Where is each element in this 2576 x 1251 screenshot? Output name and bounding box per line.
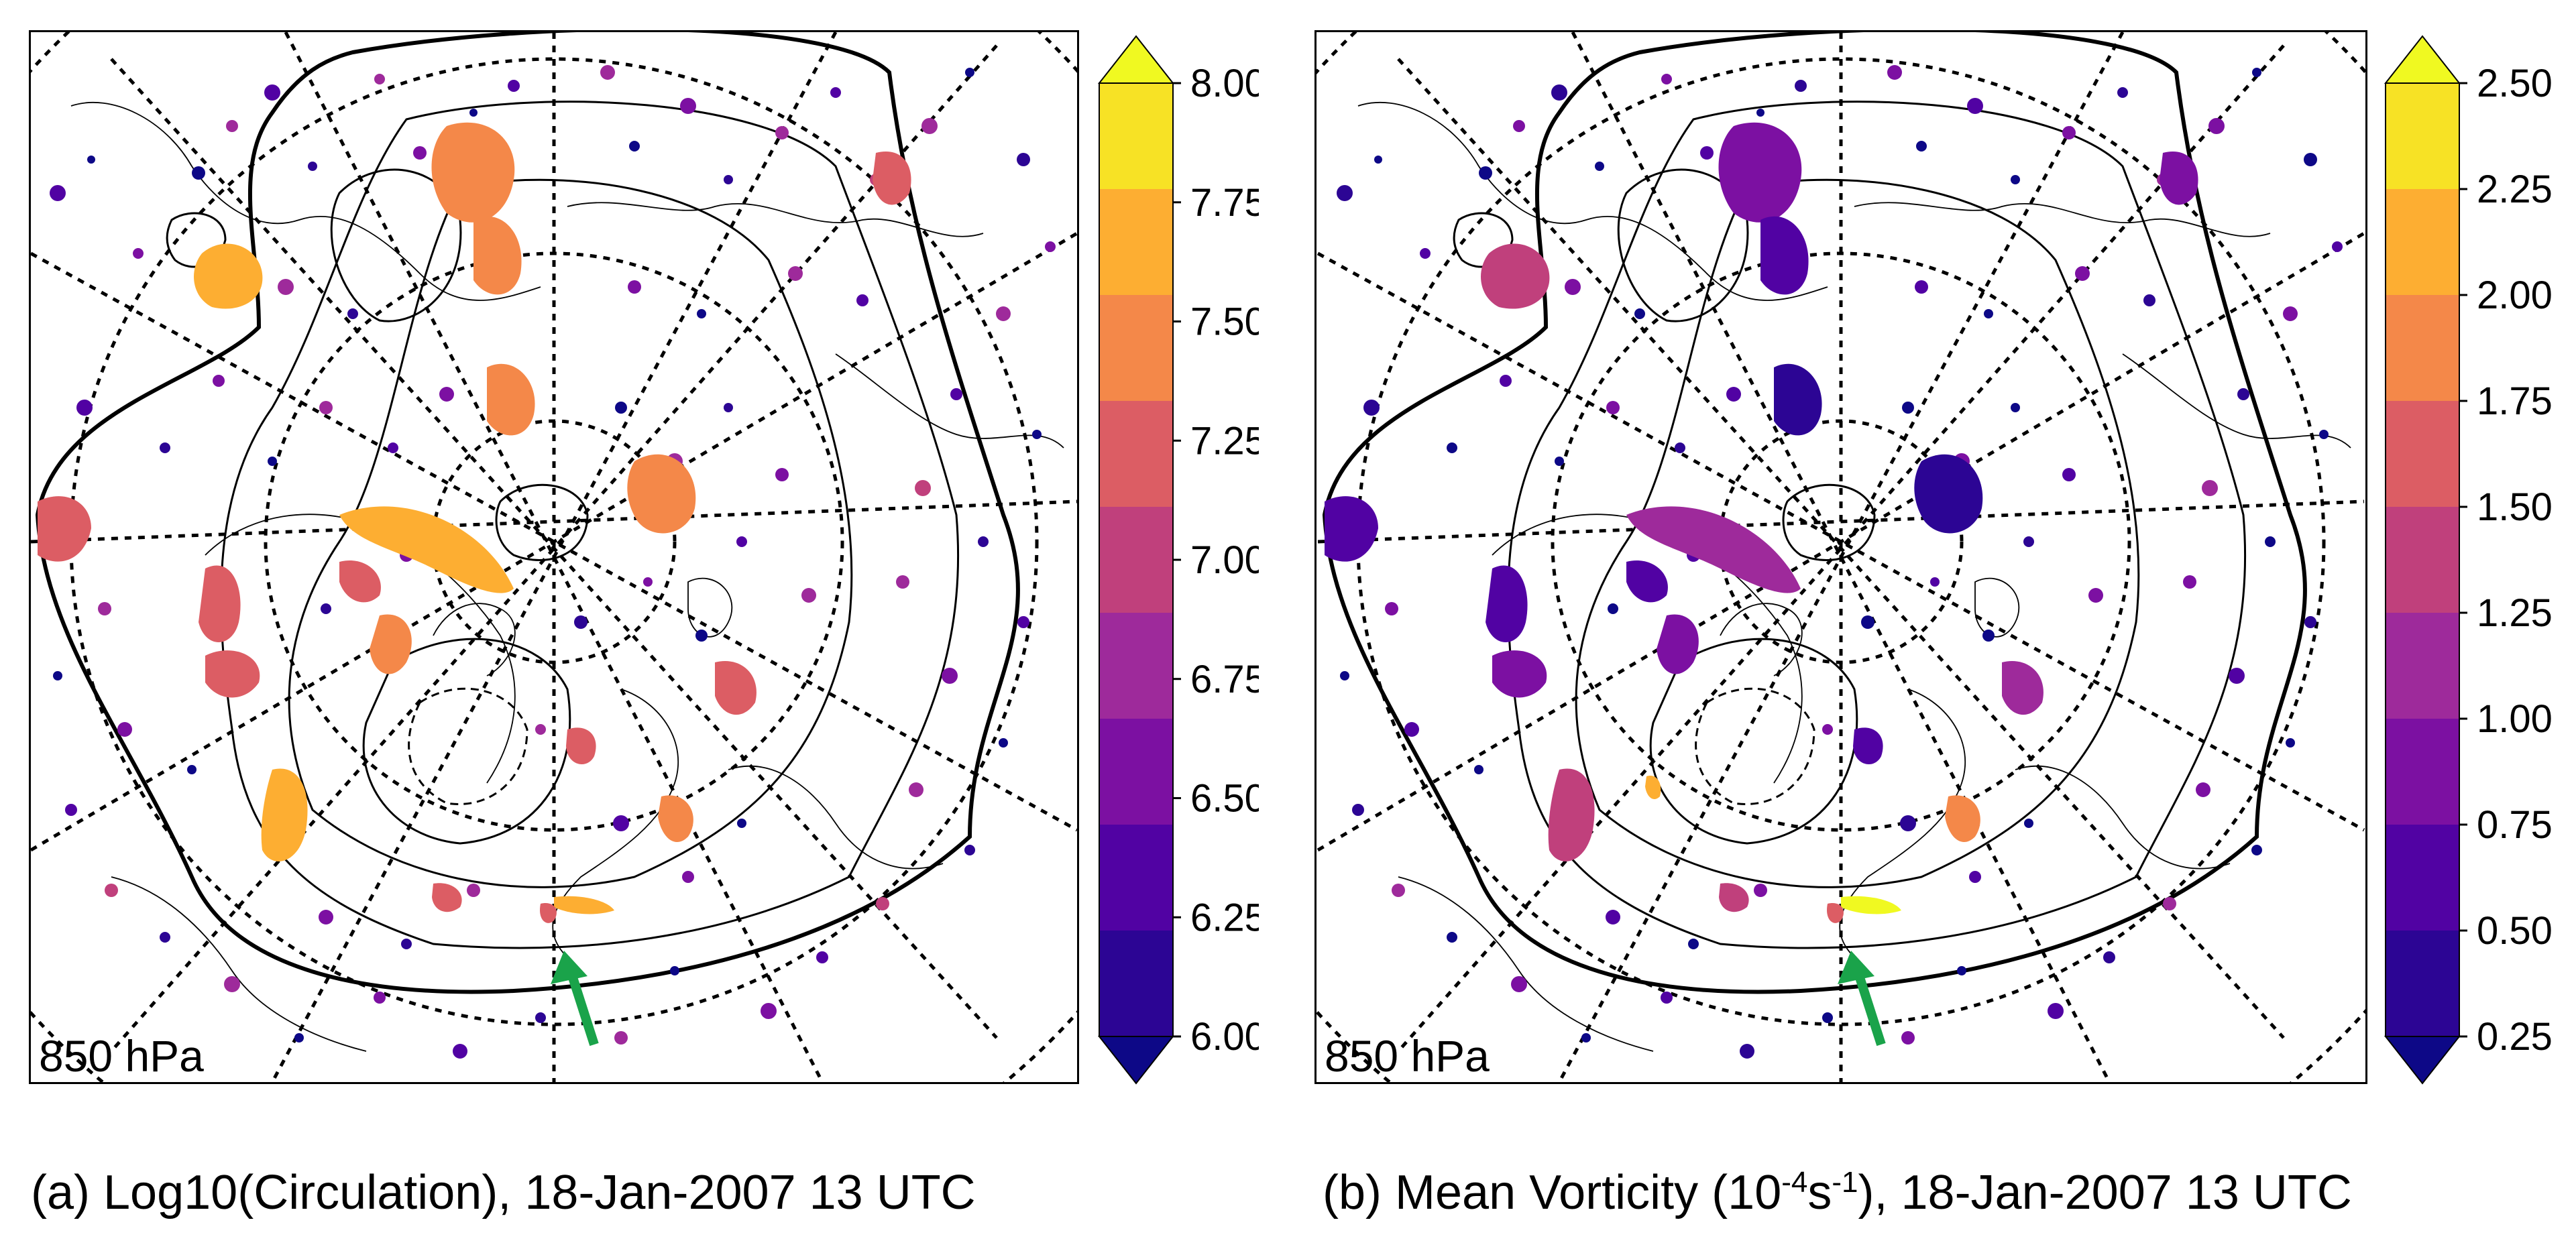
level-label-b: 850 hPa (1325, 1031, 1490, 1081)
colorbar-band (2386, 931, 2459, 1037)
caption-b-sup2: -1 (1832, 1166, 1858, 1199)
colorbar-under-extension (1097, 1036, 1175, 1085)
colorbar-a: 8.00 7.75 7.50 7.25 7.00 6.75 6.50 6.25 6.00 (1097, 34, 1266, 1086)
coastlines (70, 101, 1064, 1052)
colorbar-tick-label: 0.75 (2477, 803, 2553, 847)
map-b: 850 hPa (1314, 30, 2367, 1084)
colorbar-band (1099, 401, 1173, 508)
colorbar-band (1099, 719, 1173, 825)
caption-a: (a) Log10(Circulation), 18-Jan-2007 13 U… (31, 1166, 976, 1219)
colorbar-band (1099, 825, 1173, 931)
caption-b-prefix: (b) Mean Vorticity (10 (1323, 1166, 1782, 1219)
colorbar-tick-label: 2.00 (2477, 274, 2553, 317)
colorbar-tick-label: 6.50 (1190, 777, 1259, 821)
colorbar-tick-label: 0.25 (2477, 1015, 2553, 1059)
colorbar-b-bands (2384, 35, 2461, 1085)
vortex-blobs (50, 65, 1056, 1059)
colorbar-a-bands (1097, 35, 1175, 1085)
colorbar-over-extension (1097, 35, 1175, 84)
colorbar-band (2386, 719, 2459, 825)
colorbar-tick-label: 7.75 (1190, 181, 1259, 225)
colorbar-band (1099, 83, 1173, 190)
colorbar-band (2386, 189, 2459, 296)
colorbar-band (2386, 401, 2459, 508)
colorbar-band (1099, 189, 1173, 296)
caption-b-suffix: ), 18-Jan-2007 13 UTC (1858, 1166, 2352, 1219)
colorbar-tick-label: 6.00 (1190, 1015, 1259, 1059)
arrow-b (1838, 951, 1886, 1047)
arrow-a (551, 951, 599, 1047)
colorbar-a-ticks: 8.00 7.75 7.50 7.25 7.00 6.75 6.50 6.25 6.00 (1173, 62, 1266, 1059)
colorbar-b-ticks: 2.50 2.25 2.00 1.75 1.50 1.25 1.00 0.75 0.50 0.25 (2459, 62, 2553, 1059)
map-a-svg (31, 32, 1077, 1082)
caption-b-mid: s (1807, 1166, 1832, 1219)
map-a: 850 hPa (29, 30, 1079, 1084)
colorbar-tick-label: 6.75 (1190, 658, 1259, 701)
colorbar-b-svg: 2.50 2.25 2.00 1.75 1.50 1.25 1.00 0.75 0.50 0.25 (2384, 35, 2553, 1085)
colorbar-tick-label: 1.00 (2477, 697, 2553, 741)
colorbar-tick-label: 8.00 (1190, 62, 1259, 105)
colorbar-tick-label: 7.50 (1190, 300, 1259, 344)
caption-b: (b) Mean Vorticity (10-4s-1), 18-Jan-200… (1323, 1165, 2352, 1220)
large-vortex-patches (1325, 122, 2198, 923)
graticule (1317, 32, 2365, 1082)
colorbar-tick-label: 1.25 (2477, 591, 2553, 635)
colorbar-tick-label: 0.50 (2477, 909, 2553, 953)
colorbar-band (2386, 295, 2459, 402)
colorbar-band (1099, 295, 1173, 402)
colorbar-over-extension (2384, 35, 2461, 84)
level-label-a: 850 hPa (39, 1031, 204, 1081)
colorbar-tick-label: 7.00 (1190, 538, 1259, 582)
colorbar-under-extension (2384, 1036, 2461, 1085)
large-vortex-patches (38, 122, 911, 923)
colorbar-band (2386, 83, 2459, 190)
colorbar-band (2386, 613, 2459, 719)
colorbar-band (2386, 507, 2459, 613)
graticule (31, 32, 1077, 1082)
colorbar-tick-label: 7.25 (1190, 419, 1259, 463)
colorbar-band (1099, 507, 1173, 613)
colorbar-band (1099, 931, 1173, 1037)
map-b-svg (1317, 32, 2365, 1082)
colorbar-a-svg: 8.00 7.75 7.50 7.25 7.00 6.75 6.50 6.25 6.00 (1097, 35, 1266, 1085)
colorbar-b: 2.50 2.25 2.00 1.75 1.50 1.25 1.00 0.75 0.50 0.25 (2384, 34, 2565, 1086)
caption-b-sup1: -4 (1781, 1166, 1808, 1199)
colorbar-tick-label: 6.25 (1190, 896, 1259, 939)
colorbar-tick-label: 1.75 (2477, 379, 2553, 423)
colorbar-band (2386, 825, 2459, 931)
vortex-blobs (1337, 65, 2343, 1059)
colorbar-tick-label: 2.25 (2477, 168, 2553, 211)
colorbar-outline (2385, 82, 2460, 1037)
colorbar-band (1099, 613, 1173, 719)
colorbar-tick-label: 1.50 (2477, 485, 2553, 529)
colorbar-tick-label: 2.50 (2477, 62, 2553, 105)
